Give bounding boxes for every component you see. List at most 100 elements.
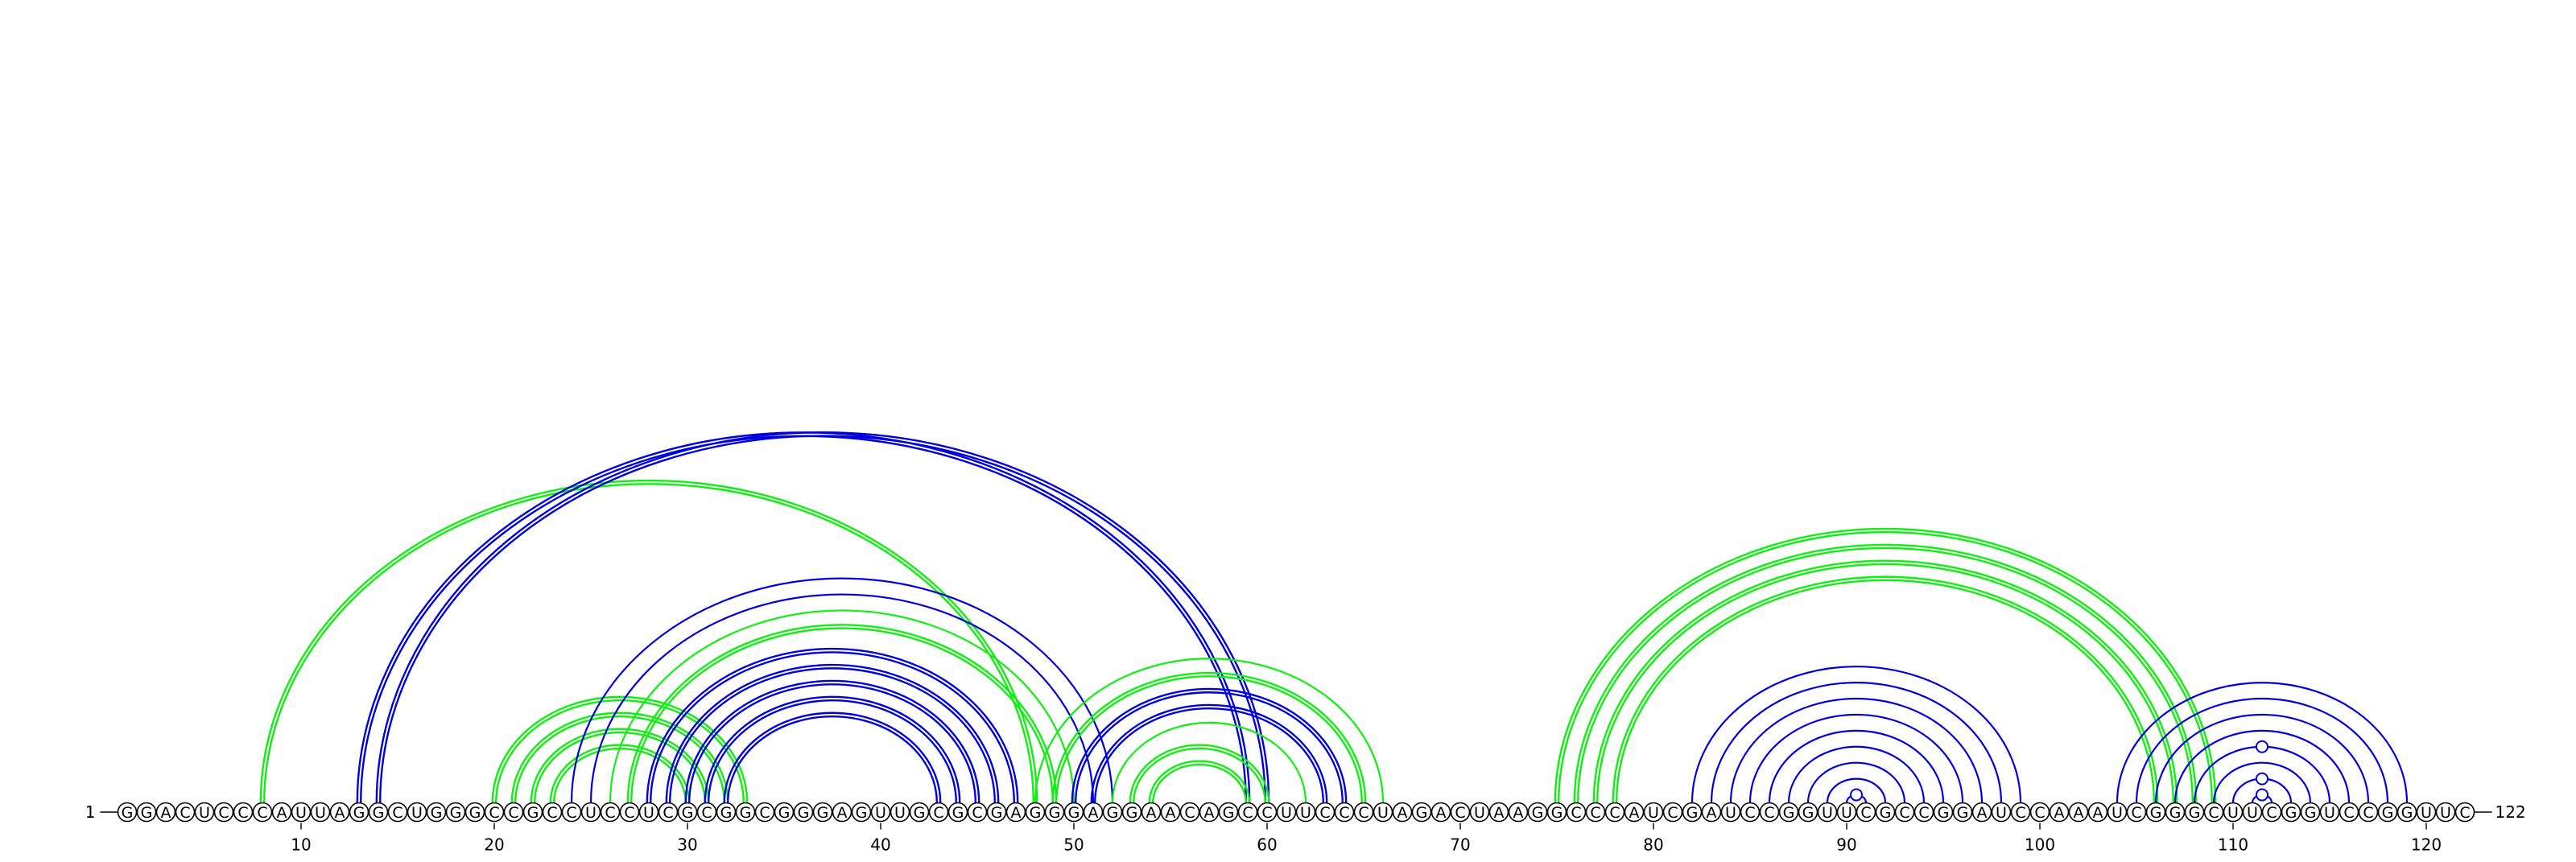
nucleotide-circle [175,802,196,823]
nucleotide-letter: C [1918,804,1929,822]
nucleotide: A [832,802,852,823]
nucleotide-letter: C [701,804,712,822]
nucleotide: A [1392,802,1413,823]
nucleotide: A [1508,802,1529,823]
position-tick: 60 [1257,823,1278,855]
nucleotide-letter: C [2343,804,2354,822]
nucleotide-circle [619,802,640,823]
nucleotide-circle [851,802,872,823]
nucleotide-circle [1778,802,1799,823]
nucleotide-letter: C [1609,804,1620,822]
base-pair-arc-stroke [669,667,996,803]
base-pair-arc-stroke [2135,697,2389,803]
nucleotide-circle [2087,802,2108,823]
base-pair-arc [375,431,1270,803]
nucleotide: C [503,802,524,823]
nucleotide-circle [194,802,215,823]
nucleotide-letter: C [2034,804,2045,822]
nucleotide-circle [426,802,447,823]
nucleotide-circle [291,802,312,823]
nucleotide-circle [1662,802,1683,823]
nucleotide-letter: G [1551,804,1563,822]
nucleotide-letter: U [2247,804,2258,822]
nucleotide: G [677,802,698,823]
nucleotide: A [1624,802,1645,823]
nucleotide-letter: U [1841,804,1852,822]
base-pair-arc [1748,713,1964,803]
base-pair-arc-stroke [1616,579,2155,803]
nucleotide-circle [464,802,485,823]
base-pair-arc [1710,682,2003,803]
nucleotide-letter: U [643,804,654,822]
base-pair-arc-stroke [650,651,1015,803]
nucleotide: C [1353,802,1374,823]
nucleotide-circle [2165,802,2186,823]
nucleotide-letter: U [585,804,597,822]
base-pair-arc-stroke [1573,543,2198,803]
nucleotide: A [1083,802,1104,823]
nucleotide-circle [1585,802,1606,823]
position-tick: 120 [2411,823,2442,855]
nucleotide-circle [1295,802,1316,823]
nucleotide-circle [407,802,427,823]
nucleotide-circle [909,802,930,823]
base-pair-arc [259,479,1038,803]
nucleotide: C [1856,802,1876,823]
nucleotide-circle [928,802,949,823]
nucleotide-circle [349,802,369,823]
nucleotide-circle [1276,802,1297,823]
nucleotide-letter: U [875,804,886,822]
nucleotide: G [349,802,369,823]
nucleotide: A [2068,802,2089,823]
nucleotide-circle [1546,802,1567,823]
nucleotide-circle [2029,802,2050,823]
nucleotide-circle [2068,802,2089,823]
base-pair-arc-stroke [530,728,710,803]
base-pair-arc [684,679,980,803]
nucleotide-circle [1527,802,1548,823]
nucleotide-letter: A [277,804,287,822]
nucleotide-letter: G [1068,804,1080,822]
base-pair-arc-stroke [1111,721,1307,803]
nucleotide: G [117,802,138,823]
nucleotide-circle [2107,802,2128,823]
nucleotide: U [2435,802,2456,823]
nucleotide-letter: C [1358,804,1368,822]
nucleotide: U [1295,802,1316,823]
nucleotide-letter: C [547,804,557,822]
nucleotide-circle [2010,802,2031,823]
nucleotide: G [136,802,157,823]
nucleotide-letter: G [1532,804,1544,822]
base-pair-arc-stroke [1826,777,1887,803]
nucleotide: G [909,802,930,823]
nucleotide-circle [136,802,157,823]
nucleotide-letter: U [2227,804,2239,822]
nucleotide: G [2377,802,2398,823]
nucleotide-circle [1566,802,1587,823]
nucleotide: C [1334,802,1355,823]
nucleotide: G [1044,802,1065,823]
base-pair-arc-stroke [375,431,1270,803]
nucleotide-letter: C [624,804,634,822]
nucleotide-circle [754,802,775,823]
nucleotide: C [754,802,775,823]
nucleotide-letter: A [335,804,345,822]
nucleotide-letter: A [1707,804,1717,822]
nucleotide-circle [503,802,524,823]
nucleotide-circle [967,802,988,823]
nucleotide: G [1218,802,1239,823]
nucleotide-circle [1199,802,1220,823]
nucleotide: G [1411,802,1432,823]
nucleotide: A [1160,802,1181,823]
nucleotide-letter: C [1764,804,1774,822]
base-pair-arc-stroke [1558,530,2213,803]
nucleotide: U [638,802,659,823]
nucleotide-letter: G [2189,804,2201,822]
nucleotide-circle [870,802,891,823]
nucleotide-letter: A [1513,804,1524,822]
tick-label: 30 [677,835,697,855]
base-pair-arc [570,577,1114,803]
base-pair-arc [530,728,710,803]
base-pair-arc-stroke [1051,671,1367,803]
